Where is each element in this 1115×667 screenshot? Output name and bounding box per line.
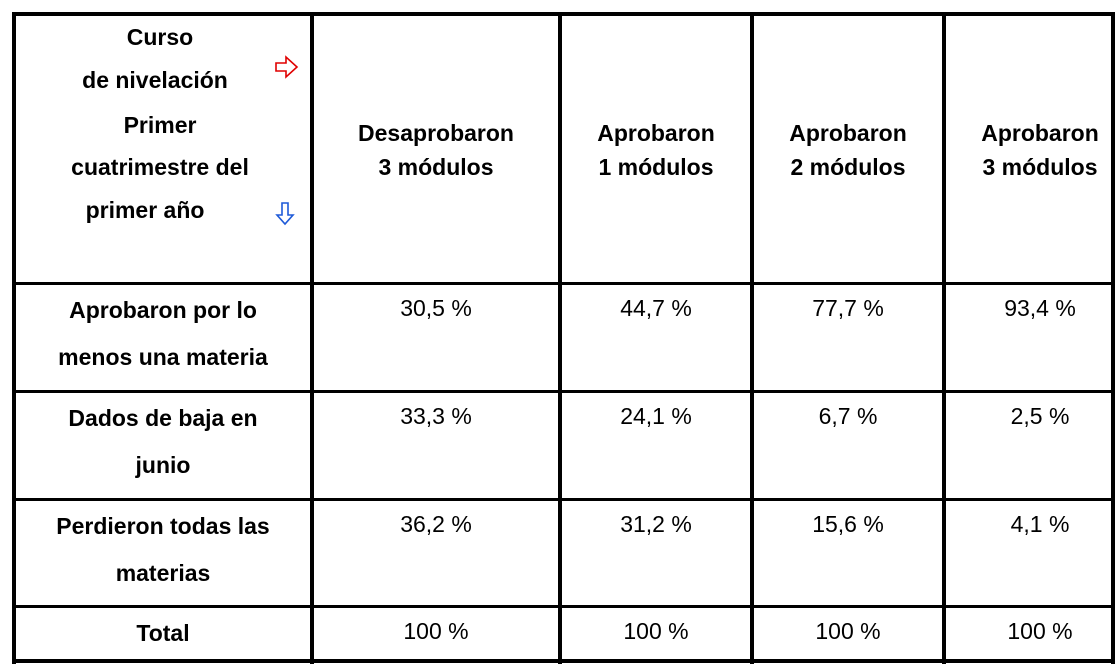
right-arrow — [275, 55, 299, 79]
cell-value: 100 % — [1007, 618, 1073, 644]
down-arrow — [275, 202, 295, 226]
column-header: Aprobaron — [981, 120, 1099, 146]
border — [12, 659, 1115, 663]
cell-value: 33,3 % — [400, 403, 472, 429]
cell-value: 100 % — [403, 618, 469, 644]
column-header: Aprobaron — [789, 120, 907, 146]
cell-value: 31,2 % — [620, 511, 692, 537]
border — [12, 282, 1115, 285]
border — [12, 12, 1115, 16]
border — [310, 12, 314, 664]
column-header: 1 módulos — [598, 154, 714, 180]
cell-value: 2,5 % — [1010, 403, 1070, 429]
corner-label: Curso — [126, 24, 194, 50]
border — [750, 12, 754, 664]
column-header: 3 módulos — [982, 154, 1098, 180]
row-label: Dados de baja en — [68, 405, 258, 431]
column-header: 2 módulos — [790, 154, 906, 180]
cell-value: 24,1 % — [620, 403, 692, 429]
border — [558, 12, 562, 664]
column-header: Desaprobaron — [358, 120, 514, 146]
cell-value: 100 % — [623, 618, 689, 644]
row-label: materias — [115, 560, 211, 586]
border — [942, 12, 946, 664]
cell-value: 77,7 % — [812, 295, 884, 321]
column-header: Aprobaron — [597, 120, 715, 146]
border — [1111, 12, 1115, 664]
cell-value: 100 % — [815, 618, 881, 644]
border — [12, 498, 1115, 501]
cell-value: 44,7 % — [620, 295, 692, 321]
row-label: menos una materia — [58, 344, 268, 370]
corner-label: primer año — [85, 197, 205, 223]
cell-value: 93,4 % — [1004, 295, 1076, 321]
cell-value: 4,1 % — [1010, 511, 1070, 537]
cell-value: 30,5 % — [400, 295, 472, 321]
border — [12, 605, 1115, 608]
row-label: Total — [136, 620, 190, 646]
column-header: 3 módulos — [378, 154, 494, 180]
corner-label: Primer — [123, 112, 197, 138]
cell-value: 36,2 % — [400, 511, 472, 537]
cell-value: 6,7 % — [818, 403, 878, 429]
cell-value: 15,6 % — [812, 511, 884, 537]
row-label: Aprobaron por lo — [69, 297, 257, 323]
row-label: Perdieron todas las — [56, 513, 270, 539]
row-label: junio — [135, 452, 191, 478]
corner-label: de nivelación — [82, 67, 228, 93]
border — [12, 12, 16, 664]
border — [12, 390, 1115, 393]
corner-label: cuatrimestre del — [71, 154, 249, 180]
